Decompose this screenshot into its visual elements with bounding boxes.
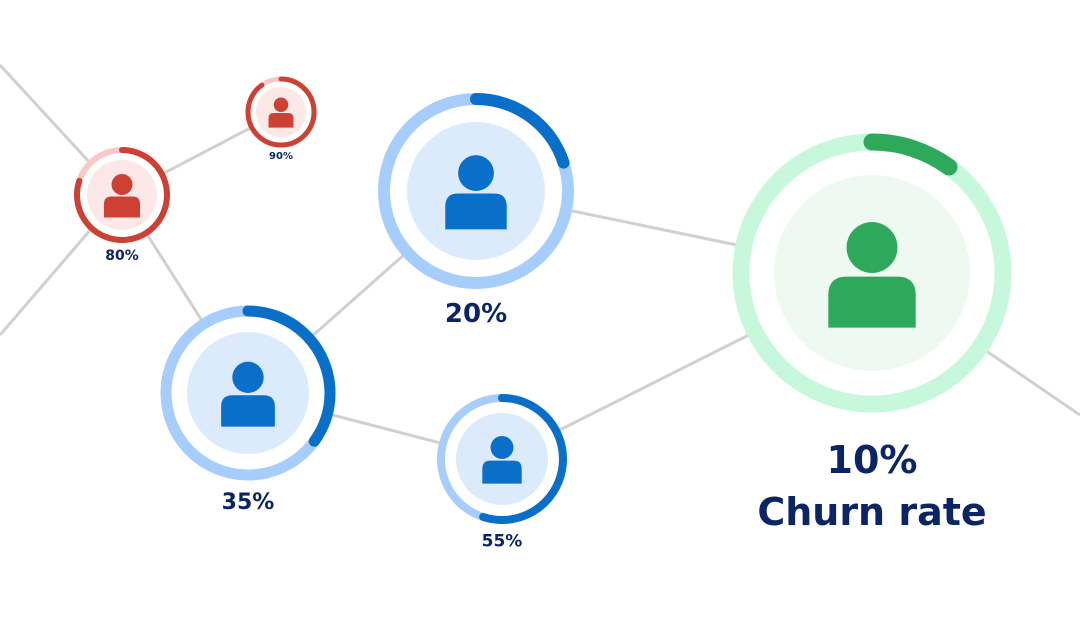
progress-arc [732, 133, 1012, 413]
user-icon-body [482, 460, 522, 484]
user-icon-head [111, 174, 133, 195]
user-icon-head [232, 361, 264, 393]
node-80 [74, 147, 170, 243]
user-icon-head [273, 97, 289, 112]
node-55 [437, 394, 567, 524]
node-label-55: 55% [481, 531, 523, 552]
churn-rate-caption: Churn rate [757, 490, 987, 534]
node-90 [245, 76, 317, 148]
user-icon-head [846, 222, 898, 273]
progress-arc [74, 147, 170, 243]
user-icon [828, 222, 916, 328]
node-label-35: 35% [221, 490, 275, 515]
progress-arc [437, 394, 567, 524]
node-label-90: 90% [269, 151, 293, 162]
node-35 [160, 305, 336, 481]
node-label-80: 80% [105, 248, 139, 264]
node-10 [732, 133, 1012, 413]
connector-edge [0, 227, 94, 336]
node-label-20: 20% [444, 299, 508, 329]
user-icon-body [828, 276, 916, 328]
user-icon [104, 174, 140, 218]
user-icon-body [268, 113, 294, 128]
user-icon-body [445, 193, 507, 230]
user-icon [445, 155, 507, 230]
user-icon [268, 97, 294, 128]
connector-edge [0, 63, 94, 167]
inner-disc [407, 122, 545, 260]
inner-disc [187, 332, 309, 454]
progress-arc [378, 93, 574, 289]
user-icon [221, 361, 275, 427]
user-nodes [74, 76, 1012, 524]
highlight-percent: 10% [826, 438, 918, 482]
user-icon-head [458, 155, 494, 191]
progress-arc [160, 305, 336, 481]
node-20 [378, 93, 574, 289]
inner-disc [456, 413, 548, 505]
user-icon-body [221, 395, 275, 427]
user-icon-head [490, 436, 514, 459]
user-icon-body [104, 196, 140, 218]
progress-arc [245, 76, 317, 148]
user-icon [482, 436, 522, 484]
